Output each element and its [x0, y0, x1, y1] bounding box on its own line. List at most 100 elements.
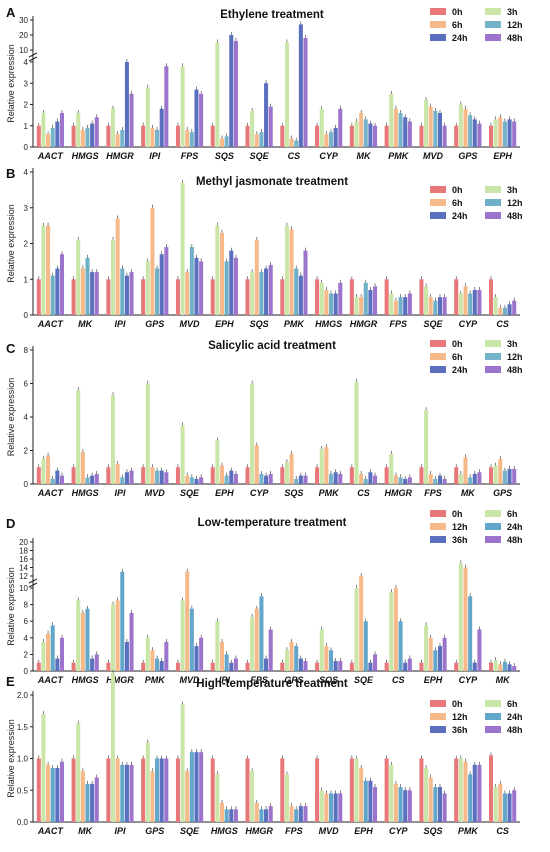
bar-MK-12h: [80, 771, 85, 822]
x-tick-label: PMK: [388, 151, 410, 161]
bar-HMGR-3h: [354, 297, 359, 315]
panel-E: E High-temperature treatment Relative expr…: [6, 669, 523, 836]
x-tick-label: SQS: [284, 488, 303, 498]
bar-CYP-36h: [403, 790, 408, 822]
y-tick-label: 2: [24, 240, 29, 249]
bar-SQE-24h: [189, 752, 194, 822]
y-tick-label: 10: [19, 46, 28, 55]
bar-MK-12h: [468, 477, 473, 484]
y-tick-label: 0.0: [17, 818, 29, 827]
bar-EPH-0h: [210, 467, 215, 484]
bar-MK-36h: [90, 783, 95, 822]
x-tick-label: PMK: [458, 826, 480, 836]
bar-EPH-0h: [349, 758, 354, 822]
y-tick-label: 1: [24, 275, 29, 284]
y-tick-label: 6: [24, 617, 29, 626]
bar-HMGS-12h: [328, 293, 334, 315]
legend-label: 0h: [452, 509, 463, 519]
bar-MK-12h: [85, 257, 90, 315]
bar-EPH-3h: [215, 225, 220, 315]
bar-AACT-0h: [36, 279, 41, 315]
bar-AACT-0h: [36, 662, 41, 671]
bar-GPS-48h: [303, 661, 308, 671]
bar-EPH-24h: [363, 780, 368, 822]
bar-HMGR-6h: [250, 771, 255, 822]
bar-CYP-0h: [454, 662, 459, 671]
bar-SQS-36h: [333, 661, 338, 671]
bar-EPH-6h: [498, 117, 503, 147]
legend-swatch: [430, 353, 446, 360]
bar-SQE-0h: [419, 279, 424, 315]
bar-IPI-48h: [129, 764, 134, 822]
bar-EPH-12h: [428, 637, 433, 671]
legend-swatch: [485, 366, 501, 373]
bar-EPH-0h: [488, 125, 494, 147]
bar-MVD-24h: [328, 793, 334, 822]
y-tick-label: 16: [19, 555, 28, 564]
bar-HMGR-48h: [268, 806, 273, 822]
bar-HMGR-12h: [254, 802, 259, 822]
bar-MVD-0h: [419, 125, 424, 147]
bar-MVD-24h: [159, 470, 164, 484]
bar-HMGR-36h: [124, 641, 129, 671]
bar-GPS-36h: [159, 758, 164, 822]
axis-break: [28, 52, 38, 58]
bar-IPI-36h: [229, 662, 234, 671]
bar-CYP-48h: [407, 790, 412, 822]
legend-swatch: [485, 34, 501, 41]
bar-PMK-3h: [284, 225, 289, 315]
x-tick-label: HMGR: [245, 826, 273, 836]
bar-MK-12h: [363, 119, 368, 147]
legend-swatch: [430, 8, 446, 15]
bar-FPS-12h: [289, 806, 294, 822]
bar-AACT-0h: [36, 758, 41, 822]
bar-EPH-12h: [224, 261, 229, 315]
bar-IPI-0h: [106, 758, 111, 822]
x-tick-label: GPS: [145, 319, 164, 329]
bar-HMGS-3h: [76, 113, 81, 147]
y-tick-label: 10: [19, 584, 28, 593]
bar-CS-6h: [493, 787, 498, 822]
bar-MVD-0h: [175, 662, 180, 671]
bar-HMGS-0h: [71, 467, 76, 484]
bar-FPS-0h: [280, 758, 285, 822]
x-tick-label: AACT: [37, 151, 64, 161]
bar-GPS-24h: [294, 646, 299, 671]
bar-CYP-3h: [250, 383, 255, 484]
bar-FPS-48h: [442, 478, 447, 484]
bar-HMGR-12h: [363, 282, 368, 315]
bar-HMGS-48h: [94, 654, 99, 671]
bar-PMK-36h: [159, 661, 164, 671]
bar-IPI-12h: [115, 758, 120, 822]
bar-CYP-24h: [398, 787, 403, 822]
x-tick-label: EPH: [424, 675, 443, 685]
bar-SQS-12h: [428, 777, 433, 822]
y-tick-label: 6: [24, 380, 29, 389]
bar-CYP-12h: [468, 293, 473, 315]
legend-label: 0h: [452, 699, 463, 709]
legend-swatch: [485, 510, 501, 517]
bar-MK-48h: [477, 472, 482, 484]
x-tick-label: CS: [496, 826, 509, 836]
bar-MVD-12h: [185, 571, 190, 671]
legend-swatch: [430, 700, 446, 707]
legend-label: 24h: [452, 211, 468, 221]
x-tick-label: HMGS: [72, 488, 99, 498]
legend-label: 48h: [507, 725, 523, 735]
x-tick-label: EPH: [493, 151, 512, 161]
bar-FPS-3h: [389, 293, 394, 315]
bar-SQS-0h: [419, 758, 424, 822]
axis-break: [28, 578, 38, 584]
x-tick-label: IPI: [114, 826, 126, 836]
bar-MVD-0h: [315, 758, 320, 822]
bar-SQE-6h: [185, 475, 190, 484]
panel-label: A: [6, 5, 16, 20]
x-tick-label: SQE: [354, 675, 374, 685]
bar-MK-3h: [458, 473, 463, 484]
bar-SQS-24h: [264, 268, 269, 315]
bar-AACT-12h: [50, 478, 55, 484]
bar-SQS-12h: [324, 646, 329, 671]
x-tick-label: MVD: [180, 675, 201, 685]
bar-EPH-48h: [233, 257, 238, 315]
bar-MK-0h: [71, 758, 76, 822]
